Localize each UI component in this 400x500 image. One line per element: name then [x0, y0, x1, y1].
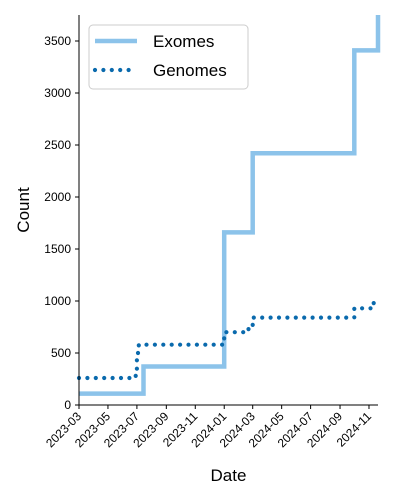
- y-tick-label: 0: [64, 398, 71, 412]
- y-tick-label: 2000: [44, 190, 71, 204]
- ticks-layer: 05001000150020002500300035002023-032023-…: [43, 34, 374, 450]
- y-tick-label: 500: [51, 346, 71, 360]
- y-tick-label: 2500: [44, 138, 71, 152]
- y-tick-label: 1000: [44, 294, 71, 308]
- legend-label-exomes: Exomes: [153, 32, 214, 51]
- x-axis-label: Date: [211, 466, 247, 485]
- axes-layer: [78, 15, 378, 406]
- series-line-exomes: [79, 15, 381, 396]
- y-tick-label: 3000: [44, 86, 71, 100]
- y-axis-label: Count: [14, 187, 33, 233]
- legend-label-genomes: Genomes: [153, 61, 227, 80]
- series-layer: [76, 15, 381, 396]
- y-tick-label: 1500: [44, 242, 71, 256]
- y-tick-label: 3500: [44, 34, 71, 48]
- legend: Exomes Genomes: [88, 24, 249, 90]
- series-line-genomes: [76, 301, 381, 381]
